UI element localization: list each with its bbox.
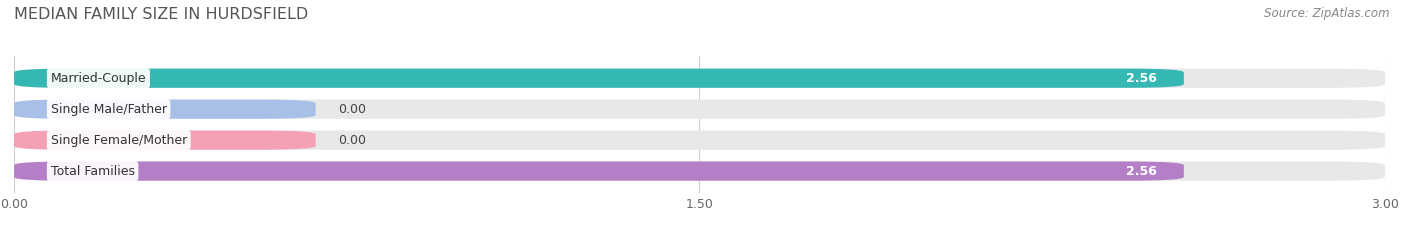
FancyBboxPatch shape — [14, 130, 1385, 150]
FancyBboxPatch shape — [14, 69, 1385, 88]
Text: Total Families: Total Families — [51, 164, 135, 178]
FancyBboxPatch shape — [14, 99, 1385, 119]
FancyBboxPatch shape — [14, 99, 316, 119]
FancyBboxPatch shape — [14, 130, 316, 150]
Text: 0.00: 0.00 — [339, 103, 367, 116]
Text: Single Male/Father: Single Male/Father — [51, 103, 167, 116]
Text: Source: ZipAtlas.com: Source: ZipAtlas.com — [1264, 7, 1389, 20]
Text: 2.56: 2.56 — [1126, 72, 1156, 85]
Text: Single Female/Mother: Single Female/Mother — [51, 134, 187, 147]
FancyBboxPatch shape — [14, 69, 1184, 88]
FancyBboxPatch shape — [14, 161, 1184, 181]
Text: 2.56: 2.56 — [1126, 164, 1156, 178]
Text: MEDIAN FAMILY SIZE IN HURDSFIELD: MEDIAN FAMILY SIZE IN HURDSFIELD — [14, 7, 308, 22]
Text: Married-Couple: Married-Couple — [51, 72, 146, 85]
FancyBboxPatch shape — [14, 161, 1385, 181]
Text: 0.00: 0.00 — [339, 134, 367, 147]
